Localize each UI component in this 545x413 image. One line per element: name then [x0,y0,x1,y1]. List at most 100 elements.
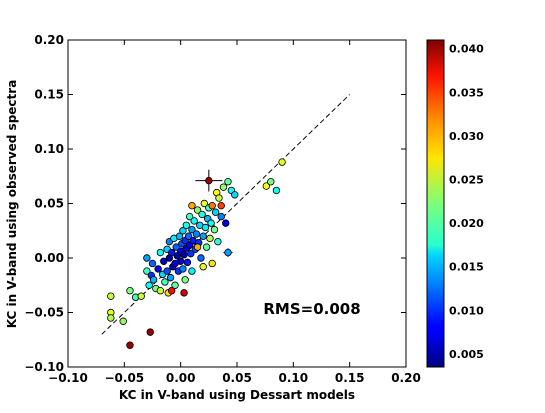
data-point [166,273,175,282]
errorbar-point [223,248,233,257]
data-point [193,206,202,214]
data-point [184,232,193,240]
colorbar-tick-label: 0.015 [449,261,484,274]
data-point [198,210,206,219]
data-point [146,328,154,336]
data-point [188,267,196,275]
colorbar-tick-label: 0.025 [449,174,484,187]
colorbar-tick-label: 0.040 [449,43,484,56]
data-point [160,257,168,265]
data-point [262,182,270,190]
data-point [267,177,275,186]
data-point [199,263,207,271]
data-point [180,289,188,297]
x-tick-label: 0.15 [335,371,365,385]
data-point [172,243,180,251]
data-point [145,281,153,289]
data-point [217,201,225,210]
data-point [208,201,216,210]
x-tick-label: 0.00 [166,371,196,385]
data-point [201,223,210,232]
data-point [149,276,158,284]
data-point [278,158,286,166]
y-tick-label: 0.15 [34,88,64,102]
data-point [224,177,232,186]
data-point [193,243,202,251]
data-point [224,248,232,257]
x-tick-label: −0.05 [104,371,144,385]
y-tick-label: −0.10 [24,360,64,374]
data-point [185,212,194,221]
x-tick-label: 0.20 [391,371,421,385]
data-point [210,225,219,234]
y-axis-label: KC in V-band using observed spectra [5,80,19,329]
colorbar [426,39,445,368]
axes: −0.10 −0.05 0.00 0.05 0.10 0.15 0.20 −0.10 −0.05… [24,33,444,385]
data-point [126,287,134,295]
data-point [126,341,134,349]
data-point [143,267,151,275]
data-point [148,259,157,268]
data-point [190,217,198,225]
colorbar-tick-label: 0.035 [449,86,484,99]
data-point [231,191,239,199]
data-point [163,267,171,275]
plot-area [101,94,351,349]
data-point [167,248,176,257]
data-point [156,287,165,295]
data-point [188,225,196,234]
x-tick-label: −0.10 [48,371,88,385]
data-point [199,232,207,240]
data-point [215,194,223,202]
data-point [207,219,215,227]
data-point [161,278,169,286]
data-point [219,183,228,191]
data-point [180,251,188,259]
data-point [176,257,185,265]
data-point [202,243,211,251]
y-tick-label: 0.10 [34,142,64,156]
data-point [192,230,201,238]
data-point [181,276,189,284]
y-tick-label: 0.20 [34,33,64,47]
data-point [205,176,213,185]
data-point [188,201,196,210]
data-point [156,248,165,257]
data-point [175,232,184,240]
data-point [143,254,151,262]
data-point [208,259,216,268]
data-point [179,265,187,273]
data-point [200,199,209,208]
data-point [107,314,115,322]
y-tick-label: 0.05 [34,197,64,211]
y-tick-label: −0.05 [24,306,64,320]
y-tick-label: 0.00 [34,251,64,265]
data-point [167,287,176,295]
data-point [154,265,162,273]
data-point [182,221,190,229]
x-tick-label: 0.10 [279,371,309,385]
data-point [171,281,179,289]
data-point [179,227,187,235]
rms-annotation: RMS=0.008 [263,300,360,318]
data-point [272,186,281,195]
colorbar-tick-label: 0.020 [449,217,484,230]
data-point [217,212,225,221]
data-point [187,249,195,258]
data-point [137,292,145,300]
data-point [183,258,192,267]
data-point [206,234,214,243]
colorbar-tick-label: 0.030 [449,130,484,143]
errorbar-point [195,169,223,192]
x-axis-label: KC in V-band using Dessart models [119,388,355,402]
data-point [211,208,220,216]
data-point [214,237,222,246]
data-point [107,292,115,300]
x-tick-label: 0.05 [222,371,252,385]
data-point [119,317,127,325]
data-point [197,254,205,262]
colorbar-axis: 0.005 0.010 0.015 0.020 0.025 0.030 0.035 0.040 [449,43,484,361]
data-point [222,219,230,227]
